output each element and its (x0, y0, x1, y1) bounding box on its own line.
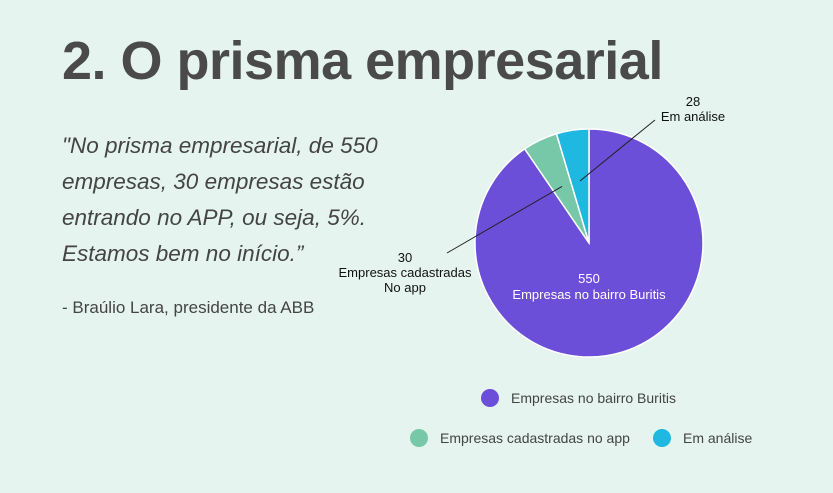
leader-line-cadastradas (446, 185, 563, 254)
legend-item-em-analise: Em análise (653, 429, 752, 447)
leader-line-em-analise (579, 119, 656, 182)
page-title: 2. O prisma empresarial (62, 31, 663, 91)
legend-swatch-cadastradas (410, 429, 428, 447)
quote-author: - Braúlio Lara, presidente da ABB (62, 298, 315, 317)
pie-slice-em-analise (555, 128, 590, 244)
legend-label-em-analise: Em análise (683, 430, 753, 446)
data-label-buritis: 550 Empresas no bairro Buritis (512, 271, 666, 302)
legend-item-cadastradas: Empresas cadastradas no app (410, 429, 630, 447)
legend-swatch-buritis (481, 389, 499, 407)
legend-swatch-em-analise (653, 429, 671, 447)
data-label-em-analise: 28 Em análise (661, 94, 725, 124)
legend-label-cadastradas: Empresas cadastradas no app (440, 430, 630, 446)
legend-item-buritis: Empresas no bairro Buritis (481, 389, 676, 407)
legend-label-buritis: Empresas no bairro Buritis (511, 390, 676, 406)
quote-text: "No prisma empresarial, de 550 empresas,… (62, 133, 378, 266)
data-label-cadastradas: 30 Empresas cadastradas No app (339, 250, 472, 295)
